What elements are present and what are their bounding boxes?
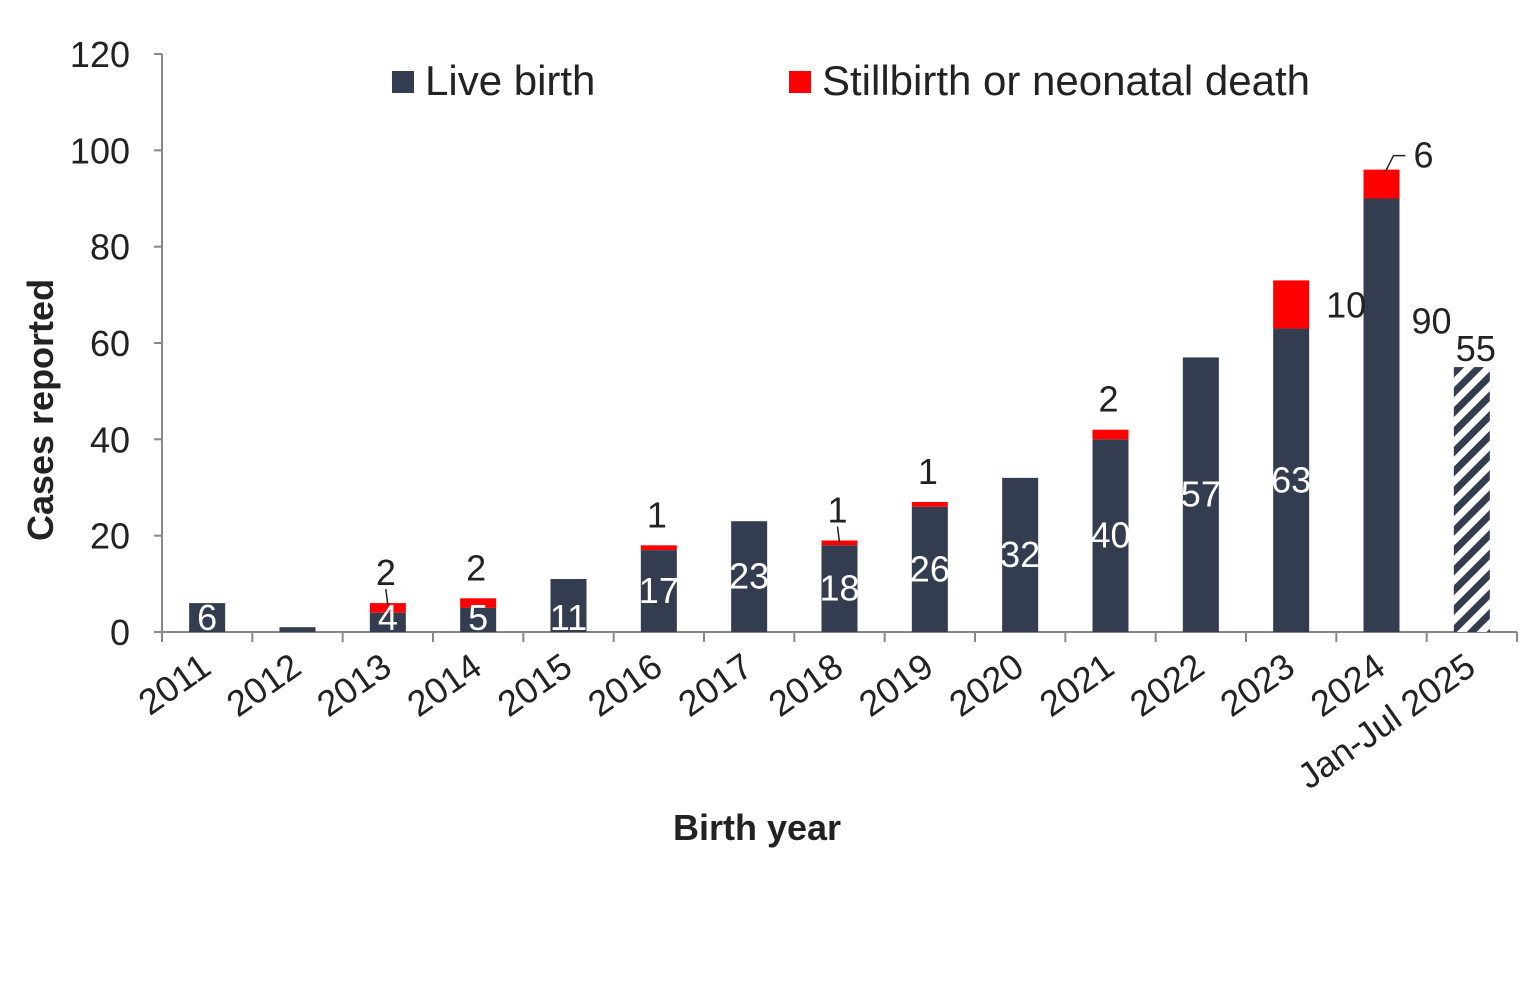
- data-label-live-birth-2014: 5: [468, 597, 488, 638]
- data-label-live-birth-2023: 63: [1271, 459, 1311, 500]
- legend-label-live-birth: Live birth: [425, 57, 595, 104]
- bar-live-birth-2015: [550, 579, 587, 632]
- bar-live-birth-2024: [1363, 198, 1400, 632]
- data-label-live-birth-2011: 6: [197, 597, 217, 638]
- x-axis-title: Birth year: [673, 807, 841, 848]
- leader-line-stillbirth-2018: [836, 526, 841, 543]
- x-tick-label-2020: 2020: [942, 645, 1031, 725]
- bar-live-birth-2018: [821, 545, 858, 632]
- bar-stillbirth-2023: [1273, 280, 1310, 329]
- data-label-live-birth-2021: 40: [1090, 515, 1130, 556]
- x-tick-label-2012: 2012: [219, 645, 308, 725]
- y-axis: 0 20 40 60 80 100 120: [70, 34, 163, 653]
- bar-live-birth-jan-jul-2025: [1453, 367, 1490, 632]
- data-label-live-birth-2016: 17: [639, 570, 679, 611]
- x-tick-label-jan-jul-2025: Jan-Jul 2025: [1290, 645, 1482, 797]
- bar-live-birth-2017: [731, 521, 768, 632]
- y-tick-label: 100: [70, 130, 130, 171]
- x-tick-label-2016: 2016: [580, 645, 669, 725]
- x-tick-label-2019: 2019: [851, 645, 940, 725]
- x-axis: 2011 2012 2013 2014 2015 2016 2017 2018 2019 2020…: [131, 631, 1518, 797]
- data-label-stillbirth-2014: 2: [466, 547, 486, 588]
- bar-stillbirth-2021: [1092, 429, 1129, 440]
- bar-stillbirth-2014: [460, 598, 497, 608]
- y-tick-label: 60: [90, 323, 130, 364]
- y-tick-label: 80: [90, 227, 130, 268]
- bar-live-birth-2020: [1002, 477, 1039, 632]
- y-tick-label: 120: [70, 34, 130, 75]
- bar-live-birth-2011: [189, 603, 226, 632]
- leader-line-stillbirth-2024: [1384, 154, 1406, 172]
- bar-live-birth-2016: [640, 550, 677, 632]
- bar-stillbirth-2018: [821, 540, 858, 546]
- x-tick-label-2013: 2013: [309, 645, 398, 725]
- x-tick-label-2017: 2017: [671, 645, 760, 725]
- x-tick-label-2021: 2021: [1032, 645, 1121, 725]
- bar-live-birth-2019: [911, 506, 948, 632]
- x-tick-label-2018: 2018: [761, 645, 850, 725]
- legend: Live birth Stillbirth or neonatal death: [392, 57, 1310, 104]
- data-label-live-birth-2015: 11: [550, 597, 587, 638]
- data-label-live-birth-2018: 18: [819, 568, 859, 609]
- data-label-live-birth-2017: 23: [729, 556, 769, 597]
- bar-series: [189, 169, 1490, 632]
- y-axis-title: Cases reported: [20, 279, 61, 541]
- data-label-live-birth-2022: 57: [1181, 474, 1221, 515]
- data-label-live-birth-jan-jul-2025: 55: [1456, 328, 1496, 369]
- data-label-stillbirth-2021: 2: [1098, 379, 1118, 420]
- bar-stillbirth-2024: [1363, 169, 1400, 199]
- data-label-live-birth-2013: 4: [378, 597, 398, 638]
- bar-live-birth-2014: [460, 607, 497, 632]
- y-tick-label: 40: [90, 419, 130, 460]
- data-label-stillbirth-2016: 1: [647, 494, 667, 535]
- data-label-live-birth-2020: 32: [1000, 534, 1040, 575]
- data-label-stillbirth-2019: 1: [918, 451, 938, 492]
- leader-line-stillbirth-2013: [385, 589, 389, 606]
- data-label-stillbirth-2023: 10: [1326, 284, 1366, 325]
- y-tick-label: 0: [110, 612, 130, 653]
- bar-live-birth-2023: [1273, 328, 1310, 632]
- plot-area: 0 20 40 60 80 100 120 2011 2012 2013 2014 2015 2016…: [70, 34, 1518, 797]
- data-label-stillbirth-2013: 2: [376, 552, 396, 593]
- x-tick-label-2015: 2015: [490, 645, 579, 725]
- bar-stillbirth-2013: [369, 603, 406, 613]
- bar-live-birth-2021: [1092, 439, 1129, 632]
- bar-stillbirth-2016: [640, 545, 677, 551]
- bar-stillbirth-2019: [911, 501, 948, 507]
- bar-live-birth-2012: [279, 627, 316, 632]
- x-tick-label-2023: 2023: [1213, 645, 1302, 725]
- bar-live-birth-2013: [369, 612, 406, 632]
- x-tick-label-2014: 2014: [400, 645, 489, 725]
- x-tick-label-2011: 2011: [131, 645, 218, 723]
- y-tick-label: 20: [90, 516, 130, 557]
- data-label-stillbirth-2018: 1: [827, 489, 847, 530]
- data-label-live-birth-2024: 90: [1411, 301, 1451, 342]
- legend-swatch-stillbirth: [789, 71, 811, 93]
- x-tick-label-2022: 2022: [1122, 645, 1211, 725]
- bar-live-birth-2022: [1182, 357, 1219, 632]
- legend-label-stillbirth: Stillbirth or neonatal death: [822, 57, 1310, 104]
- legend-swatch-live-birth: [392, 71, 414, 93]
- data-label-live-birth-2019: 26: [910, 548, 950, 589]
- data-label-stillbirth-2024: 6: [1413, 135, 1433, 176]
